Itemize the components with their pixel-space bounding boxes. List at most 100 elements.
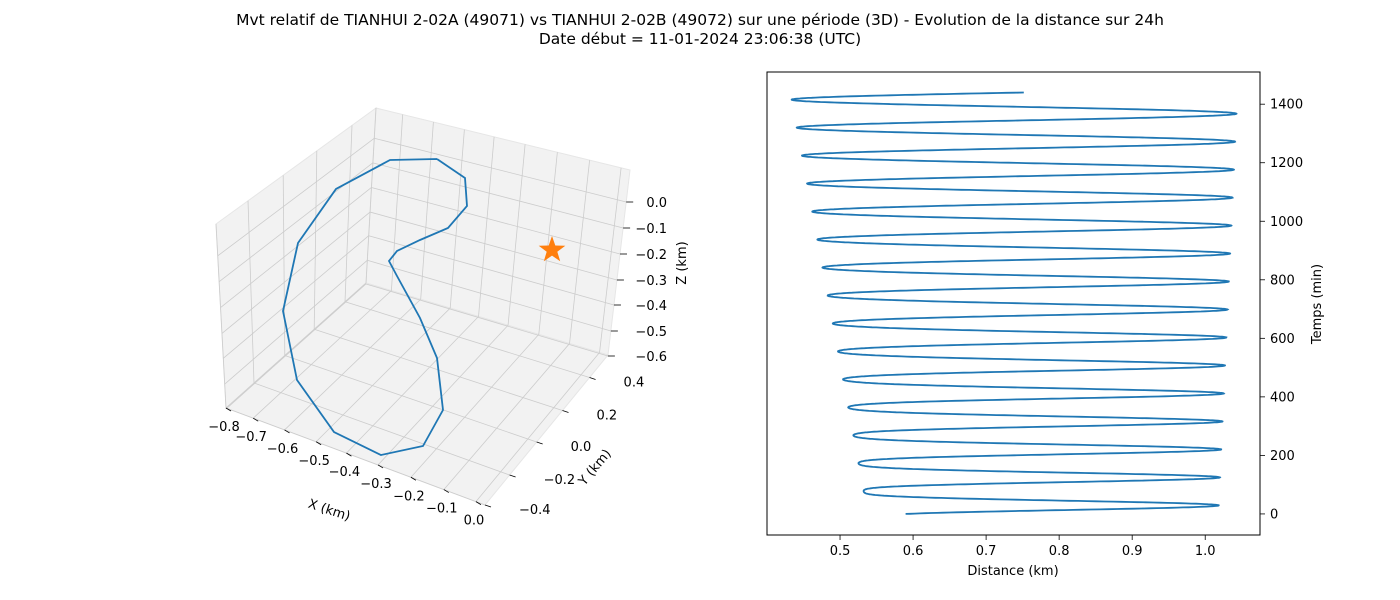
- z-tick-label-3d: −0.1: [635, 222, 667, 237]
- z-gridline-left: [221, 211, 371, 334]
- z-gridline-back: [371, 187, 621, 255]
- y-axis-label-2d: Temps (min): [1310, 264, 1325, 345]
- figure-title-line1: Mvt relatif de TIANHUI 2-02A (49071) vs …: [236, 11, 1164, 29]
- x-tick-label-3d: −0.5: [298, 454, 330, 469]
- ticks-2d: 0.5 0.6 0.7 0.8 0.9 1.0 0 200 400 600 800 1000 1200 1…: [830, 98, 1303, 559]
- x-tick-3d: [225, 407, 232, 412]
- z-gridline-left: [220, 187, 372, 308]
- x-gridline-back: [569, 160, 591, 344]
- y-tick-label-2d: 1400: [1270, 98, 1303, 113]
- z-gridline-back: [367, 259, 611, 332]
- x-tick-3d: [284, 429, 290, 434]
- y-tick-label-3d: −0.4: [519, 503, 551, 518]
- z-gridline-back: [369, 211, 618, 281]
- x-tick-label-3d: 0.0: [464, 514, 485, 529]
- y-tick-label-2d: 1000: [1270, 215, 1303, 230]
- y-gridline-floor: [253, 382, 510, 476]
- x-tick-label-2d: 0.6: [903, 544, 924, 559]
- x-gridline-back: [538, 152, 558, 335]
- y-tick-label-3d: 0.2: [596, 409, 617, 424]
- y-gridline-floor: [344, 301, 590, 378]
- x-tick-3d: [377, 464, 384, 469]
- z-tick-label-3d: −0.6: [635, 350, 667, 365]
- x-tick-3d: [475, 501, 482, 505]
- x-tick-label-3d: −0.1: [426, 502, 458, 517]
- z-axis-label-3d: Z (km): [675, 241, 690, 284]
- trajectory-line-3d: [282, 158, 468, 456]
- z-gridline-back: [372, 162, 624, 229]
- x-gridline-back: [420, 121, 434, 300]
- plot-3d-trajectory: −0.8−0.7−0.6−0.5−0.4−0.3−0.2−0.10.0−0.4−…: [208, 106, 690, 529]
- x-tick-label-3d: −0.4: [329, 465, 361, 480]
- y-gridline-left: [344, 125, 353, 302]
- x-tick-3d: [443, 489, 450, 493]
- x-tick-3d: [346, 452, 352, 457]
- plot-distance-vs-time: 0.5 0.6 0.7 0.8 0.9 1.0 0 200 400 600 800 1000 1200 1…: [766, 71, 1325, 579]
- y-tick-label-2d: 600: [1270, 332, 1295, 347]
- y-gridline-floor: [225, 407, 486, 506]
- z-gridline-back: [374, 137, 627, 203]
- y-tick-3d: [562, 410, 569, 413]
- x-axis-label-2d: Distance (km): [967, 564, 1058, 579]
- z-tick-label-3d: −0.3: [635, 274, 667, 289]
- x-tick-label-3d: −0.2: [393, 489, 425, 504]
- x-gridline-floor: [315, 307, 451, 443]
- x-axis-label-3d: X (km): [306, 497, 352, 525]
- x-gridline-floor: [225, 282, 367, 409]
- y-tick-label-2d: 800: [1270, 273, 1295, 288]
- x-tick-label-2d: 0.5: [830, 544, 851, 559]
- y-tick-3d: [509, 474, 516, 478]
- y-gridline-left: [282, 175, 286, 356]
- y-tick-label-2d: 400: [1270, 390, 1295, 405]
- z-tick-label-3d: −0.4: [635, 299, 667, 314]
- z-tick-label-3d: −0.2: [635, 248, 667, 263]
- x-gridline-floor: [475, 352, 600, 502]
- x-gridline-back: [507, 144, 526, 326]
- z-gridline-left: [224, 259, 368, 385]
- x-gridline-floor: [252, 290, 392, 419]
- x-tick-3d: [315, 441, 322, 446]
- x-tick-label-3d: −0.7: [235, 430, 267, 445]
- x-tick-label-2d: 1.0: [1195, 544, 1216, 559]
- y-tick-label-2d: 200: [1270, 449, 1295, 464]
- z-gridline-left: [223, 235, 369, 359]
- x-gridline-floor: [443, 343, 570, 490]
- x-gridline-back: [478, 136, 495, 317]
- x-tick-label-3d: −0.3: [360, 477, 392, 492]
- figure-title-line2: Date début = 11-01-2024 23:06:38 (UTC): [539, 30, 861, 48]
- y-gridline-left: [215, 223, 227, 409]
- x-tick-label-2d: 0.8: [1049, 544, 1070, 559]
- x-tick-3d: [410, 476, 417, 481]
- y-tick-3d: [589, 377, 596, 380]
- z-gridline-back: [368, 235, 615, 306]
- y-tick-label-3d: 0.4: [624, 376, 645, 391]
- x-gridline-back: [391, 114, 404, 291]
- x-gridline-back: [365, 107, 377, 284]
- x-tick-label-3d: −0.8: [208, 420, 240, 435]
- x-tick-label-2d: 0.7: [976, 544, 997, 559]
- x-gridline-back: [449, 129, 465, 309]
- y-gridline-left: [247, 200, 255, 384]
- z-gridline-left: [225, 283, 367, 410]
- x-gridline-floor: [346, 316, 479, 454]
- z-tick-label-3d: −0.5: [635, 325, 667, 340]
- x-tick-label-2d: 0.9: [1122, 544, 1143, 559]
- origin-star-marker: [538, 236, 566, 262]
- x-gridline-floor: [284, 298, 421, 431]
- y-gridline-left: [313, 150, 318, 330]
- y-tick-3d: [536, 441, 543, 445]
- y-tick-label-2d: 0: [1270, 507, 1278, 522]
- y-tick-label-3d: 0.0: [571, 440, 592, 455]
- plot-frame-2d: [766, 71, 1261, 536]
- z-gridline-back: [365, 283, 608, 357]
- ticks-3d: −0.8−0.7−0.6−0.5−0.4−0.3−0.2−0.10.0−0.4−…: [208, 196, 667, 529]
- z-tick-label-3d: 0.0: [646, 196, 667, 211]
- x-tick-label-3d: −0.6: [267, 442, 299, 457]
- x-gridline-floor: [410, 334, 540, 478]
- z-gridline-left: [217, 137, 375, 257]
- x-gridline-floor: [377, 324, 509, 466]
- y-tick-label-2d: 1200: [1270, 156, 1303, 171]
- x-tick-3d: [252, 417, 259, 422]
- distance-series-line: [790, 91, 1238, 515]
